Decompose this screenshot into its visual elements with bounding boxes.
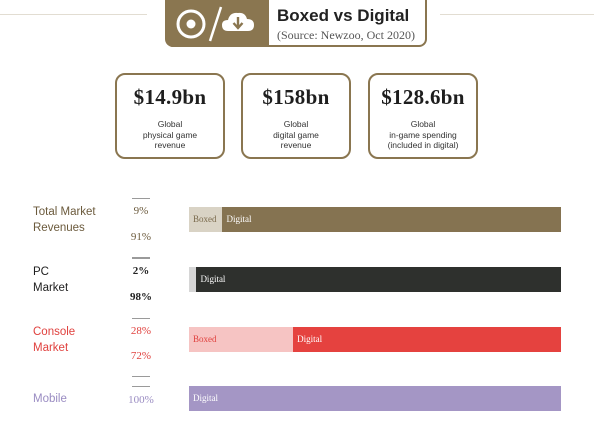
header-icons	[176, 6, 254, 42]
digital-pct-label: 100%	[128, 394, 154, 406]
category-label: PC Market	[33, 264, 68, 296]
bar-track: Boxed Digital	[189, 207, 561, 232]
stat-label: Global digital game revenue	[243, 119, 349, 151]
cloud-download-icon	[222, 12, 254, 31]
pct-rule	[132, 258, 150, 259]
category-label-line: Revenues	[33, 222, 85, 234]
slash-divider	[208, 6, 223, 42]
chart-source: (Source: Newzoo, Oct 2020)	[277, 28, 415, 42]
bar-track: Digital	[189, 386, 561, 411]
bar-track: Boxed Digital	[189, 327, 561, 352]
disc-icon	[176, 9, 206, 39]
category-label-line: Market	[33, 342, 69, 354]
digital-bar: Digital	[222, 207, 561, 232]
boxed-bar	[189, 267, 197, 292]
digital-pct-label: 72%	[130, 350, 152, 362]
category-label: Total Market Revenues	[33, 204, 96, 236]
stat-label: Global physical game revenue	[117, 119, 223, 151]
digital-bar: Digital	[189, 386, 561, 411]
stat-box-in-game: $128.6bn Global in-game spending (includ…	[368, 73, 478, 159]
boxed-pct-label: 9%	[133, 205, 149, 217]
pct-rule	[132, 198, 150, 199]
category-label: Mobile	[33, 391, 67, 407]
top-rule-left	[0, 14, 147, 15]
stat-value: $14.9bn	[133, 85, 207, 109]
stat-label-line: Global	[157, 119, 183, 129]
digital-pct-label: 98%	[130, 291, 152, 303]
digital-pct-label: 91%	[130, 231, 152, 243]
stat-value: $158bn	[262, 85, 330, 109]
stat-box-physical: $14.9bn Global physical game revenue	[115, 73, 225, 159]
stat-label-line: Global	[410, 119, 436, 129]
pct-rule	[132, 376, 150, 377]
top-rule-right	[440, 14, 594, 15]
header-icon-block	[167, 0, 269, 47]
boxed-pct-label: 2%	[132, 265, 150, 277]
stat-label: Global in-game spending (included in dig…	[370, 119, 476, 151]
stat-label-line: (included in digital)	[387, 140, 459, 150]
digital-bar: Digital	[293, 327, 561, 352]
stat-label-line: revenue	[280, 140, 312, 150]
bar-track: Digital	[189, 267, 561, 292]
chart-title: Boxed vs Digital	[277, 6, 410, 25]
boxed-bar: Boxed	[189, 207, 223, 232]
category-label-line: Market	[33, 282, 69, 294]
boxed-pct-label: 28%	[130, 325, 152, 337]
stat-label-line: digital game	[273, 129, 319, 140]
category-label: Console Market	[33, 324, 75, 356]
stat-label-line: in-game spending	[389, 129, 457, 140]
stat-label-line: revenue	[154, 140, 186, 150]
boxed-bar: Boxed	[189, 327, 294, 352]
stat-label-line: Global	[283, 119, 309, 129]
pct-rule	[132, 318, 150, 319]
stat-label-line: physical game	[142, 129, 198, 140]
category-label-line: Mobile	[33, 393, 67, 405]
category-label-line: PC	[33, 266, 49, 278]
stat-box-digital: $158bn Global digital game revenue	[241, 73, 351, 159]
category-label-line: Console	[33, 326, 76, 338]
pct-rule	[132, 386, 150, 387]
category-label-line: Total Market	[33, 206, 96, 218]
pct-rule	[132, 257, 150, 258]
digital-bar: Digital	[196, 267, 561, 292]
header-badge: Boxed vs Digital (Source: Newzoo, Oct 20…	[165, 0, 427, 47]
stat-value: $128.6bn	[381, 85, 465, 109]
